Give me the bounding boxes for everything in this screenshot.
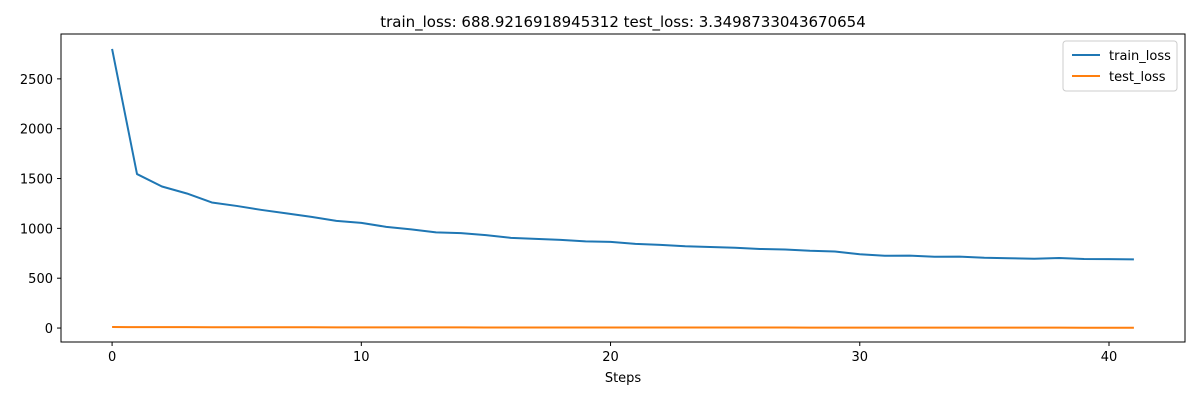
x-tick-label-30: 30 — [851, 350, 868, 365]
plot-area: 0 10 20 30 40 0 500 1000 1500 2000 2500 train_losst… — [20, 33, 1186, 365]
series-line-train-loss — [111, 48, 1134, 261]
y-tick-label-500: 500 — [28, 272, 53, 287]
plot-frame — [60, 33, 1186, 343]
legend-label-train-loss: train_loss — [1109, 49, 1171, 64]
y-tick-label-1500: 1500 — [20, 173, 53, 188]
series-line-test-loss — [112, 326, 1134, 329]
x-tick-label-0: 0 — [108, 350, 116, 365]
legend-box — [1062, 40, 1178, 92]
y-tick-label-2500: 2500 — [20, 73, 53, 88]
x-tick-label-10: 10 — [353, 350, 370, 365]
y-tick-label-2000: 2000 — [20, 123, 53, 138]
y-tick-label-0: 0 — [45, 322, 53, 337]
y-tick-label-1000: 1000 — [20, 222, 53, 237]
x-tick-label-20: 20 — [602, 350, 619, 365]
chart-title: train_loss: 688.9216918945312 test_loss:… — [380, 13, 866, 32]
x-axis-label: Steps — [605, 371, 642, 386]
x-tick-label-40: 40 — [1101, 350, 1118, 365]
legend-label-test-loss: test_loss — [1109, 70, 1166, 85]
